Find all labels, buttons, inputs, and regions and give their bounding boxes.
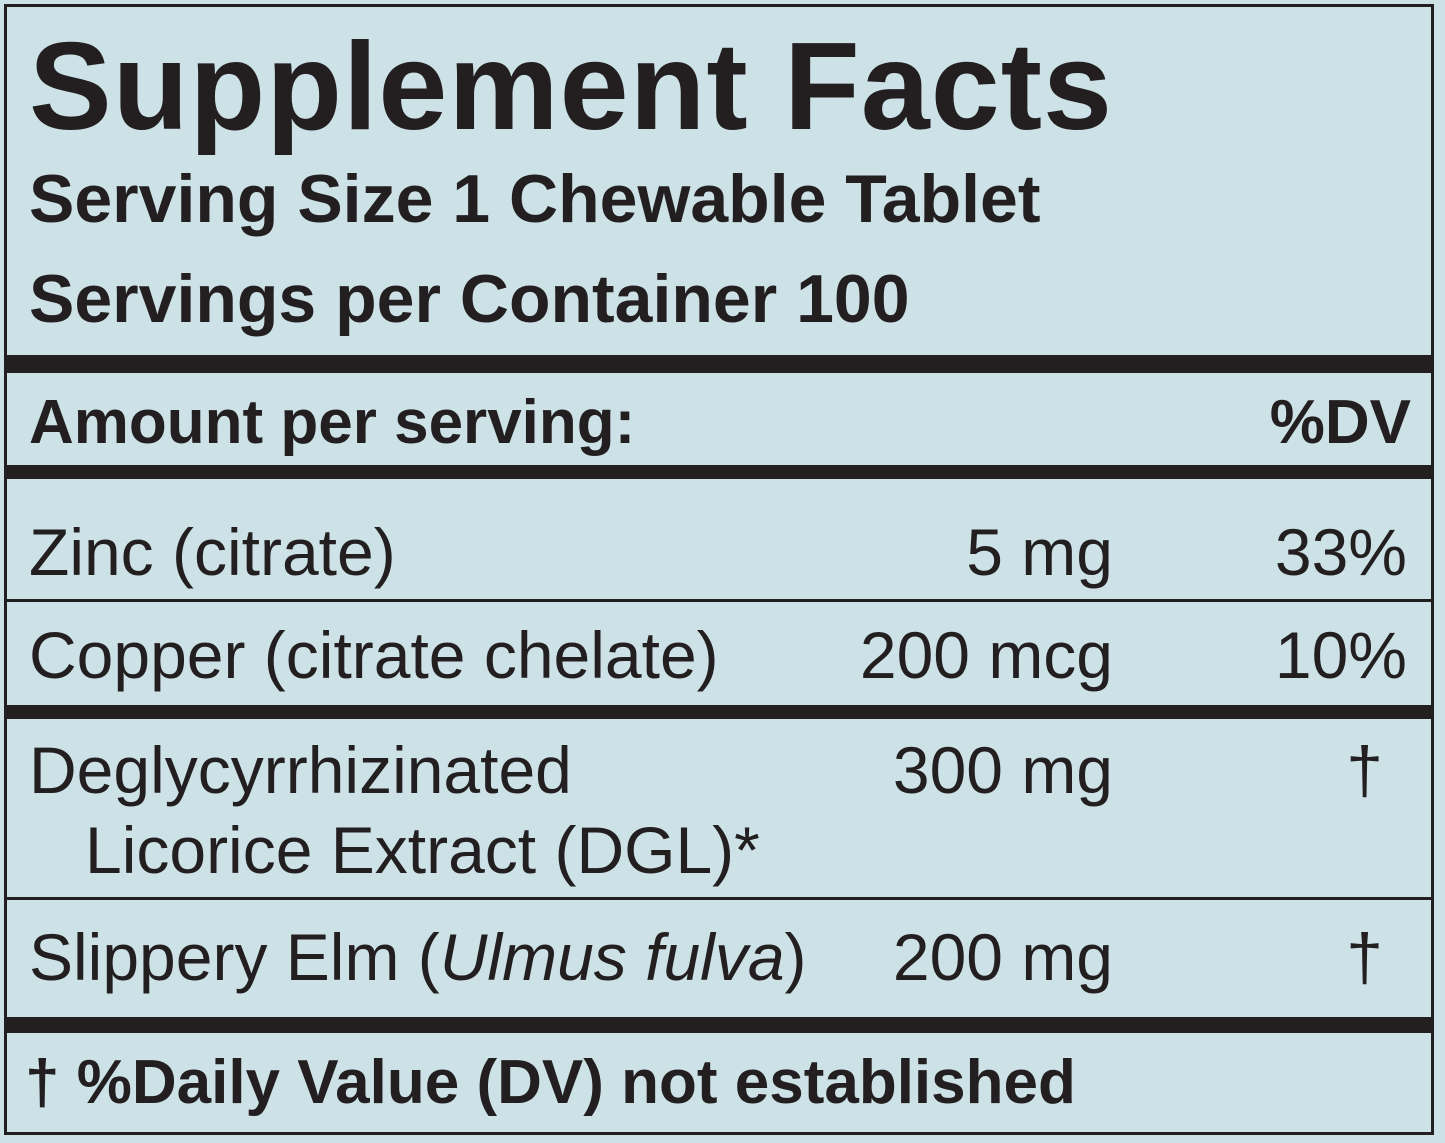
botanical-name-line1: Deglycyrrhizinated <box>29 733 572 807</box>
nutrient-amount: 200 mcg <box>859 618 1113 692</box>
botanical-amount: 200 mg <box>892 920 1113 994</box>
botanical-amount: 300 mg <box>892 733 1113 807</box>
dv-header: %DV <box>1269 388 1411 457</box>
serving-size: Serving Size 1 Chewable Tablet <box>29 161 1041 237</box>
nutrient-name: Zinc (citrate) <box>29 515 396 589</box>
thick-divider-bottom <box>7 1017 1431 1033</box>
row-divider <box>7 897 1431 900</box>
row-divider <box>7 599 1431 602</box>
botanical-name-line2: Licorice Extract (DGL)* <box>85 813 760 887</box>
supplement-facts-panel: Supplement Facts Serving Size 1 Chewable… <box>4 4 1434 1135</box>
nutrient-name: Copper (citrate chelate) <box>29 618 719 692</box>
panel-title: Supplement Facts <box>29 18 1113 156</box>
botanical-name: Slippery Elm (Ulmus fulva) <box>29 920 807 994</box>
latin-name: Ulmus fulva <box>439 920 785 994</box>
botanical-dv: † <box>1346 733 1383 807</box>
thick-divider-nutrients <box>7 705 1431 719</box>
nutrient-dv: 33% <box>1274 515 1407 589</box>
footnote: † %Daily Value (DV) not established <box>25 1048 1076 1117</box>
amount-per-serving-label: Amount per serving: <box>29 388 636 457</box>
thick-divider-top <box>7 355 1431 373</box>
botanical-dv: † <box>1346 920 1383 994</box>
servings-per-container: Servings per Container 100 <box>29 261 910 337</box>
nutrient-dv: 10% <box>1274 618 1407 692</box>
nutrient-amount: 5 mg <box>966 515 1113 589</box>
thick-divider-header <box>7 465 1431 479</box>
